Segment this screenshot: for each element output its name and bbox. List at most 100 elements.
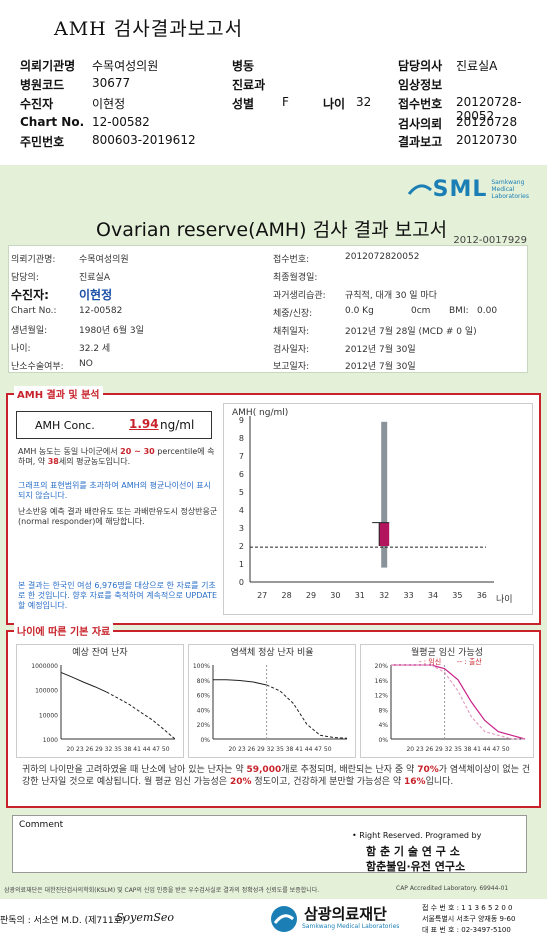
remaining-eggs-svg: 예상 잔여 난자 1000000 100000 10000 1000 20 23 26 2… [31, 646, 176, 753]
series-line [213, 679, 267, 686]
header-value: 20120728-20052 [456, 95, 522, 123]
y-tick-label: 12% [375, 693, 389, 700]
amh-result-section: AMH 결과 및 분석 AMH Conc. 1.94 ng/ml AMH 농도는… [6, 386, 541, 625]
footer: 판독의 : 서소연 M.D. (제711호) SoyemSeo 삼광의료재단 S… [0, 899, 547, 942]
header-value: 800603-2019612 [92, 133, 196, 147]
info-label: 최종월경일: [273, 273, 318, 283]
info-label: 생년월일: [11, 326, 48, 336]
y-tick-label: 100000 [35, 688, 58, 695]
conc-label: AMH Conc. [35, 419, 95, 432]
report-header: AMH 검사결과보고서 의뢰기관명 수목여성의원 병원코드 30677 수진자 … [0, 0, 547, 165]
info-value: NO [79, 359, 93, 369]
info-value: 2012년 7월 30일 [345, 345, 416, 355]
y-tick-label: 0 [239, 578, 244, 587]
info-value: 1980년 6월 3일 [79, 326, 144, 336]
amh-chart: AMH( ng/ml) 0 1 2 3 4 5 6 7 8 9 27 28 29 30 31 32 33 34 35 3… [223, 403, 533, 615]
y-tick-label: 16% [375, 678, 389, 685]
info-value: 2012년 7월 30일 [345, 362, 416, 372]
header-field: 임상정보 [398, 78, 443, 92]
report-sheet: SML Samkwang Medical Laboratories Ovarian … [0, 165, 547, 942]
sml-logo: SML Samkwang Medical Laboratories [407, 177, 529, 202]
info-label: Chart No.: [11, 306, 57, 316]
x-tick-label: 36 [477, 591, 487, 600]
info-label: 체중/신장: [273, 309, 313, 319]
info-value: 규칙적, 대개 30 일 마다 [345, 291, 437, 301]
info-label: 채취일자: [273, 327, 310, 337]
header-value: 12-00582 [92, 115, 150, 129]
institute-name-2: 함춘불임·유전 연구소 [366, 860, 466, 873]
y-tick-label: 4% [378, 722, 388, 729]
normal-eggs-svg: 염색체 정상 난자 비율 100% 80% 60% 40% 20% 0% 20 23 26 2… [193, 647, 348, 753]
comment-label: Comment [19, 820, 64, 830]
amh-data-note: 본 결과는 한국인 여성 6,976명을 대상으로 한 자료를 기초로 한 것입… [18, 581, 218, 610]
x-tick-labels: 20 23 26 29 32 35 38 41 44 47 50 [406, 746, 509, 753]
institute-name: 함 춘 기 술 연 구 소 [366, 845, 460, 858]
info-label: 난소수술여부: [11, 362, 64, 372]
y-tick-label: 80% [197, 678, 211, 685]
y-tick-label: 8% [378, 707, 388, 714]
header-field: 의뢰기관명 [20, 59, 76, 73]
header-field: Chart No. [20, 115, 85, 129]
x-tick-label: 33 [404, 591, 414, 600]
y-tick-label: 60% [197, 693, 211, 700]
y-tick-label: 5 [239, 488, 244, 497]
header-field: 병동 [232, 59, 255, 73]
x-tick-labels: 20 23 26 29 32 35 38 41 44 47 50 [228, 746, 331, 753]
header-value: 이현정 [92, 97, 126, 111]
info-label: 검사일자: [273, 345, 310, 355]
header-value: 진료실A [456, 59, 498, 73]
y-tick-label: 1 [239, 560, 244, 569]
info-label: BMI: [449, 306, 469, 316]
info-label: 의뢰기관명: [11, 255, 56, 265]
info-label: 수진자: [11, 288, 49, 302]
comment-box: Comment [12, 815, 527, 873]
header-field: 병원코드 [20, 78, 65, 92]
header-value: 32 [356, 95, 372, 109]
x-tick-label: 32 [379, 591, 389, 600]
y-tick-label: 4 [239, 506, 244, 515]
y-tick-label: 40% [197, 707, 211, 714]
header-value: 20120730 [456, 133, 518, 147]
patient-info: 의뢰기관명: 수목여성의원 담당의: 진료실A 수진자: 이현정 Chart N… [8, 245, 528, 373]
y-tick-label: 0% [378, 737, 388, 744]
info-value: 0.0 Kg [345, 306, 374, 316]
contact-line: 대 표 번 호 : 02-3497-5100 [422, 926, 511, 934]
report-title: AMH 검사결과보고서 [54, 18, 244, 40]
legend-birth: -- : 출산 [457, 657, 482, 666]
y-tick-label: 2 [239, 542, 244, 551]
footer-note: 삼광의료재단은 대한진단검사의학회(KSLM) 및 CAP의 신임 인증을 받은… [4, 887, 320, 894]
series-line-1 [391, 664, 525, 740]
chart-title: 월평균 임신 가능성 [411, 646, 483, 658]
doctor-signature: SoyemSeo [116, 911, 174, 924]
logo-subtitle: Samkwang Medical Laboratories [491, 179, 529, 200]
info-value: 12-00582 [79, 306, 123, 316]
x-tick-label: 30 [330, 591, 340, 600]
series-line [60, 671, 107, 693]
logo-text: SML [432, 177, 488, 202]
x-tick-label: 27 [257, 591, 267, 600]
conc-unit: ng/ml [160, 418, 195, 432]
amh-concentration: AMH Conc. 1.94 ng/ml [16, 411, 212, 439]
contact-line: 접 수 번 호 : 1 1 3 6 5 2 0 0 [422, 904, 513, 912]
header-field: 접수번호 [398, 97, 443, 111]
header-value: F [282, 95, 289, 109]
x-tick-label: 35 [452, 591, 462, 600]
report-main-title: Ovarian reserve(AMH) 검사 결과 보고서 [96, 219, 448, 241]
info-label: 나이: [11, 344, 31, 354]
amh-note: 그래프의 표현범위를 초과하여 AMH의 평균나이선이 표시되지 않습니다. [18, 481, 212, 500]
header-field: 수진자 [20, 97, 54, 111]
x-tick-label: 29 [306, 591, 316, 600]
header-field: 성별 [232, 97, 255, 111]
series-line-projected [266, 684, 348, 739]
report-number: 2012-0017929 [453, 235, 527, 246]
normal-eggs-chart: 염색체 정상 난자 비율 100% 80% 60% 40% 20% 0% 20 23 26 2… [188, 644, 356, 758]
conc-value: 1.94 [129, 417, 159, 431]
chart-title: 예상 잔여 난자 [72, 646, 128, 658]
patient-name: 이현정 [79, 288, 113, 302]
header-field: 진료과 [232, 78, 266, 92]
y-tick-label: 3 [239, 524, 244, 533]
series-line-0 [391, 664, 526, 740]
header-value: 20120728 [456, 115, 518, 129]
foundation-subtitle: Samkwang Medical Laboratories [302, 923, 400, 930]
x-tick-labels: 20 23 26 29 32 35 38 41 44 47 50 [66, 746, 169, 753]
